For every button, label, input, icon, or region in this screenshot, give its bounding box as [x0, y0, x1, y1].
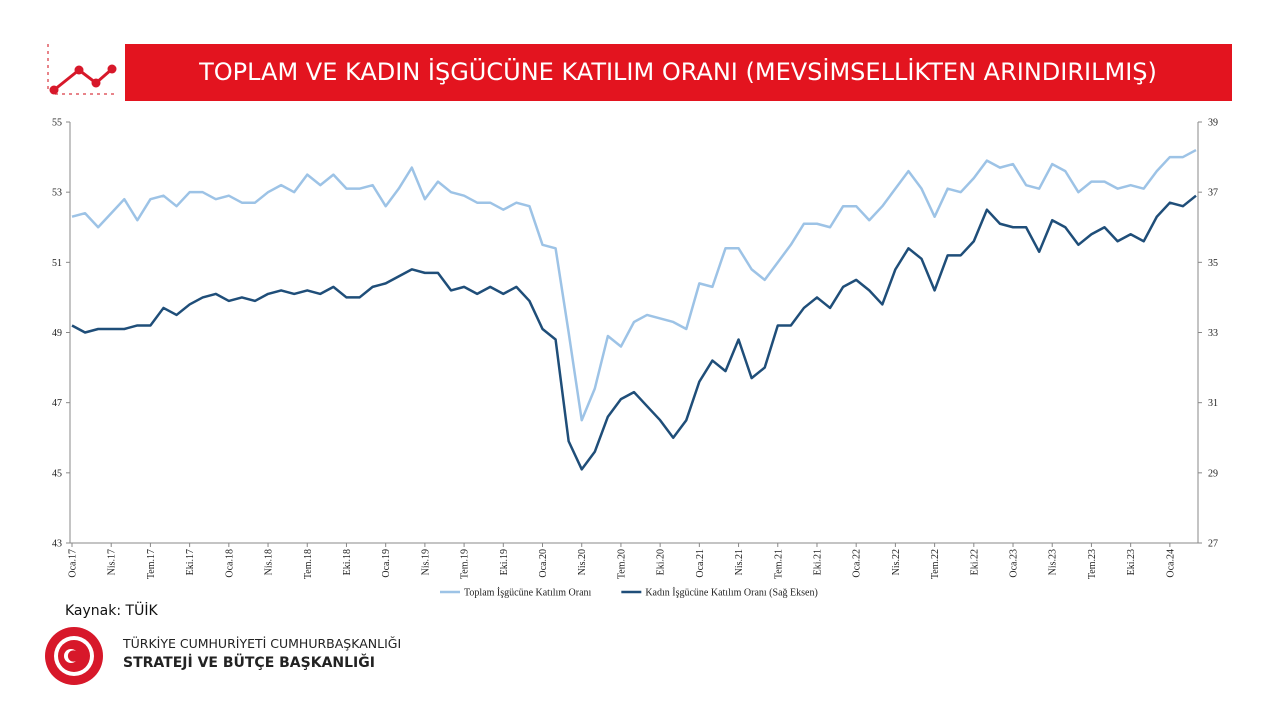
x-tick-label: Tem.23 — [1087, 549, 1098, 579]
x-tick-label: Eki.18 — [342, 549, 353, 575]
y2-tick-label: 31 — [1208, 398, 1218, 409]
y2-tick-label: 39 — [1208, 118, 1218, 129]
y-tick-label: 49 — [52, 328, 62, 339]
x-tick-label: Eki.21 — [812, 549, 823, 575]
x-tick-label: Nis.21 — [734, 549, 745, 575]
x-tick-label: Tem.22 — [930, 549, 941, 579]
y-tick-label: 55 — [52, 118, 62, 129]
x-tick-label: Nis.20 — [577, 549, 588, 575]
x-tick-label: Tem.19 — [460, 549, 471, 579]
x-tick-label: Nis.23 — [1048, 549, 1059, 575]
x-tick-label: Eki.22 — [969, 549, 980, 575]
x-tick-label: Eki.23 — [1126, 549, 1137, 575]
org-line2: STRATEJİ VE BÜTÇE BAŞKANLIĞI — [123, 653, 375, 671]
legend: Toplam İşgücüne Katılım Oranı Kadın İşgüc… — [440, 587, 818, 599]
y2-tick-label: 29 — [1208, 468, 1218, 479]
x-tick-label: Tem.21 — [773, 549, 784, 579]
x-tick-label: Oca.23 — [1009, 549, 1020, 578]
x-tick-label: Oca.21 — [695, 549, 706, 578]
legend-label: Kadın İşgücüne Katılım Oranı (Sağ Eksen) — [645, 587, 817, 599]
x-tick-label: Nis.19 — [420, 549, 431, 575]
legend-label: Toplam İşgücüne Katılım Oranı — [464, 587, 592, 599]
x-tick-label: Oca.22 — [852, 549, 863, 578]
series-line — [71, 194, 1197, 471]
x-tick-label: Oca.20 — [538, 549, 549, 578]
y2-tick-label: 35 — [1208, 258, 1218, 269]
x-tick-label: Oca.19 — [381, 549, 392, 578]
source: Kaynak: TÜİK — [65, 601, 158, 619]
y-tick-label: 51 — [52, 258, 62, 269]
x-tick-label: Tem.20 — [616, 549, 627, 579]
x-tick-label: Tem.17 — [146, 549, 157, 579]
x-tick-label: Oca.24 — [1165, 549, 1176, 578]
series-line — [71, 148, 1197, 422]
emblem — [45, 627, 103, 685]
x-tick-label: Eki.20 — [656, 549, 667, 575]
org-line1: TÜRKİYE CUMHURİYETİ CUMHURBAŞKANLIĞI — [122, 635, 401, 651]
x-tick-label: Eki.17 — [185, 549, 196, 575]
y2-tick-label: 33 — [1208, 328, 1218, 339]
header-icon — [47, 44, 117, 95]
y-tick-label: 43 — [52, 539, 62, 550]
x-tick-label: Nis.17 — [107, 549, 118, 575]
x-tick-label: Eki.19 — [499, 549, 510, 575]
chart-title: TOPLAM VE KADIN İŞGÜCÜNE KATILIM ORANI (… — [198, 57, 1157, 86]
x-tick-label: Oca.18 — [224, 549, 235, 578]
x-tick-label: Nis.18 — [264, 549, 275, 575]
y2-tick-label: 27 — [1208, 539, 1218, 550]
plot: 43 45 47 49 51 53 55 27 29 31 33 35 37 39 Oca.17 Nis.17… — [52, 118, 1218, 599]
x-tick-label: Nis.22 — [891, 549, 902, 575]
x-tick-label: Tem.18 — [303, 549, 314, 579]
title-bar — [125, 44, 1232, 101]
y2-tick-label: 37 — [1208, 188, 1218, 199]
y-tick-label: 47 — [52, 398, 62, 409]
y-tick-label: 45 — [52, 468, 62, 479]
x-tick-label: Oca.17 — [68, 549, 79, 578]
y-tick-label: 53 — [52, 188, 62, 199]
